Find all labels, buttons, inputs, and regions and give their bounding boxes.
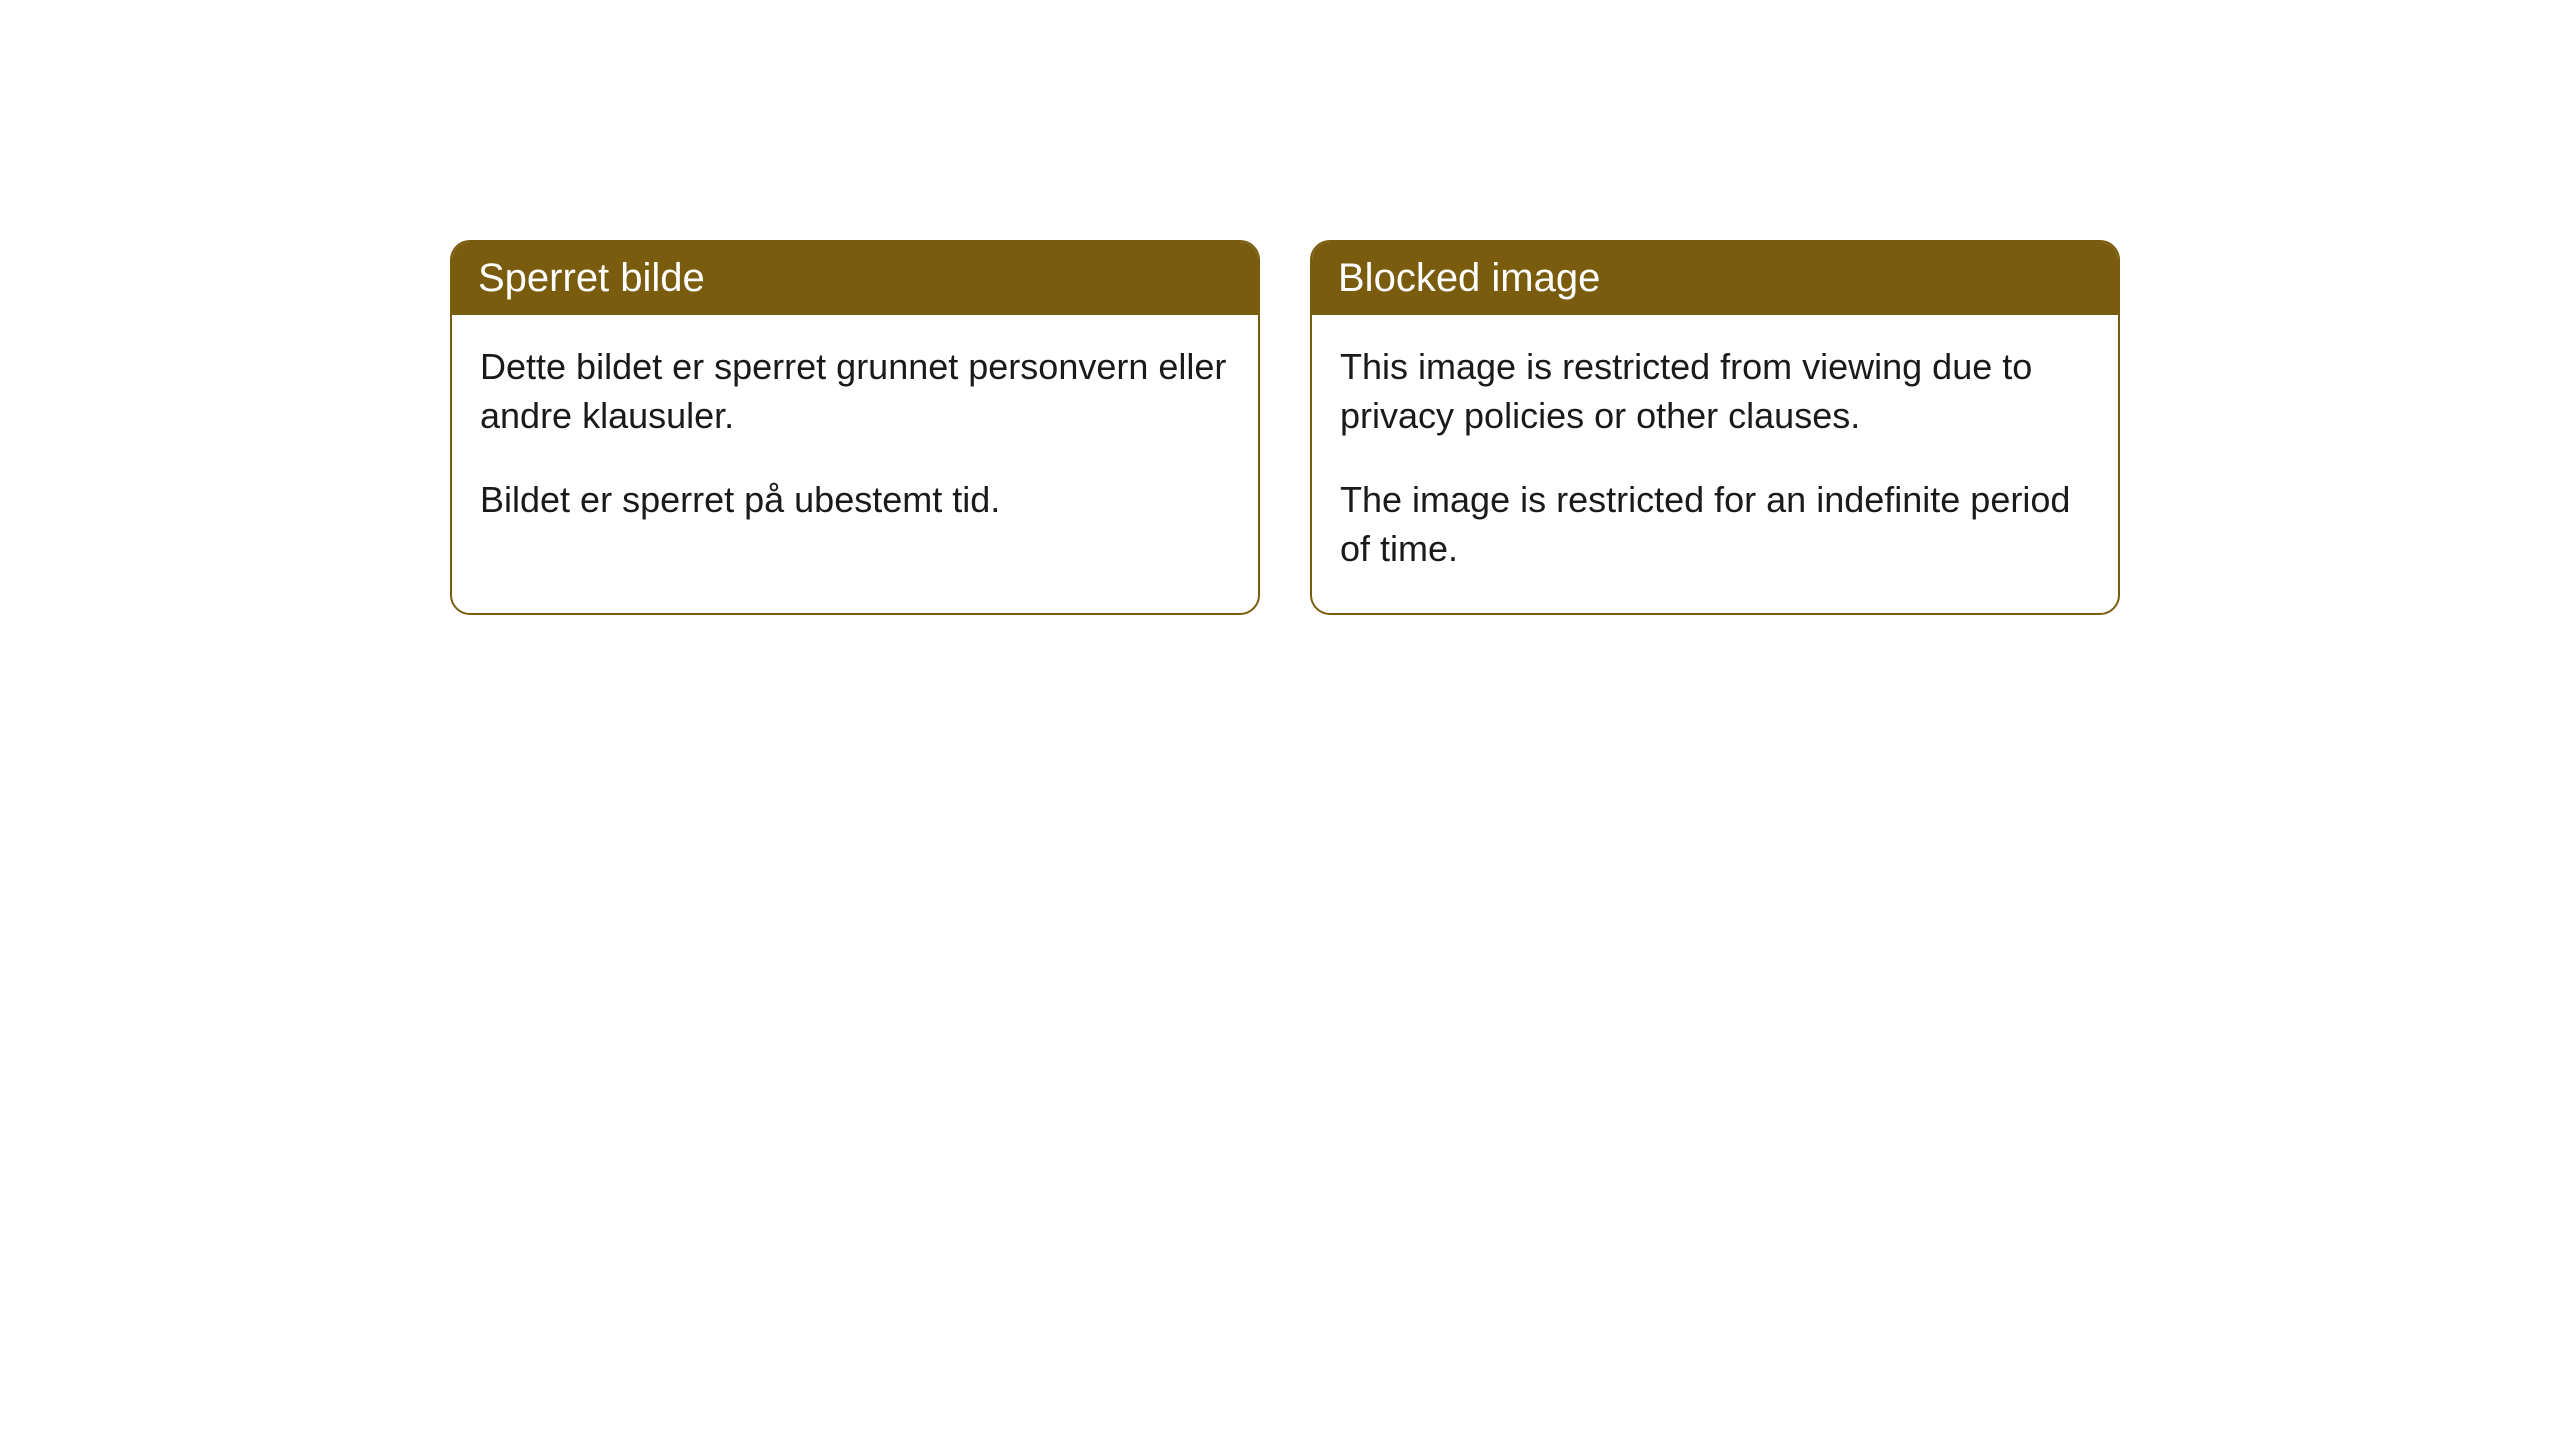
card-header-norwegian: Sperret bilde xyxy=(452,242,1258,315)
notice-container: Sperret bilde Dette bildet er sperret gr… xyxy=(0,0,2560,615)
blocked-image-card-norwegian: Sperret bilde Dette bildet er sperret gr… xyxy=(450,240,1260,615)
card-body-english: This image is restricted from viewing du… xyxy=(1312,315,2118,613)
card-body-norwegian: Dette bildet er sperret grunnet personve… xyxy=(452,315,1258,565)
notice-text-norwegian-1: Dette bildet er sperret grunnet personve… xyxy=(480,343,1230,440)
card-header-english: Blocked image xyxy=(1312,242,2118,315)
notice-text-norwegian-2: Bildet er sperret på ubestemt tid. xyxy=(480,476,1230,525)
notice-text-english-1: This image is restricted from viewing du… xyxy=(1340,343,2090,440)
blocked-image-card-english: Blocked image This image is restricted f… xyxy=(1310,240,2120,615)
notice-text-english-2: The image is restricted for an indefinit… xyxy=(1340,476,2090,573)
